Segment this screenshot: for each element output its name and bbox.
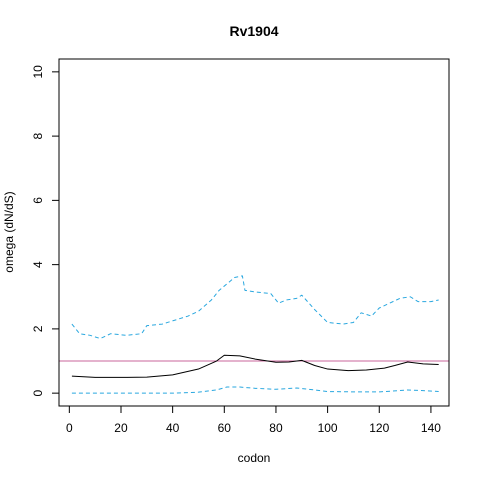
y-axis-label: omega (dN/dS)	[2, 191, 16, 272]
x-axis-label: codon	[238, 451, 271, 465]
x-tick-label: 80	[269, 421, 283, 435]
y-tick-label: 0	[31, 389, 45, 396]
y-tick-label: 2	[31, 325, 45, 332]
y-tick-label: 8	[31, 132, 45, 139]
x-tick-label: 60	[218, 421, 232, 435]
omega-estimate-line	[71, 354, 439, 378]
x-tick-label: 0	[66, 421, 73, 435]
y-tick-label: 4	[31, 261, 45, 268]
chart-title: Rv1904	[229, 23, 278, 39]
lower-bound-line	[71, 386, 439, 394]
x-tick-label: 120	[369, 421, 389, 435]
y-tick-label: 10	[31, 65, 45, 79]
x-tick-label: 40	[166, 421, 180, 435]
x-tick-label: 20	[114, 421, 128, 435]
x-tick-label: 140	[421, 421, 441, 435]
y-tick-label: 6	[31, 197, 45, 204]
chart-marks: 0 20 40 60 80 100 120 140 0 2 4 6 8 10	[31, 58, 450, 435]
upper-bound-line	[71, 275, 439, 340]
x-tick-label: 100	[318, 421, 338, 435]
